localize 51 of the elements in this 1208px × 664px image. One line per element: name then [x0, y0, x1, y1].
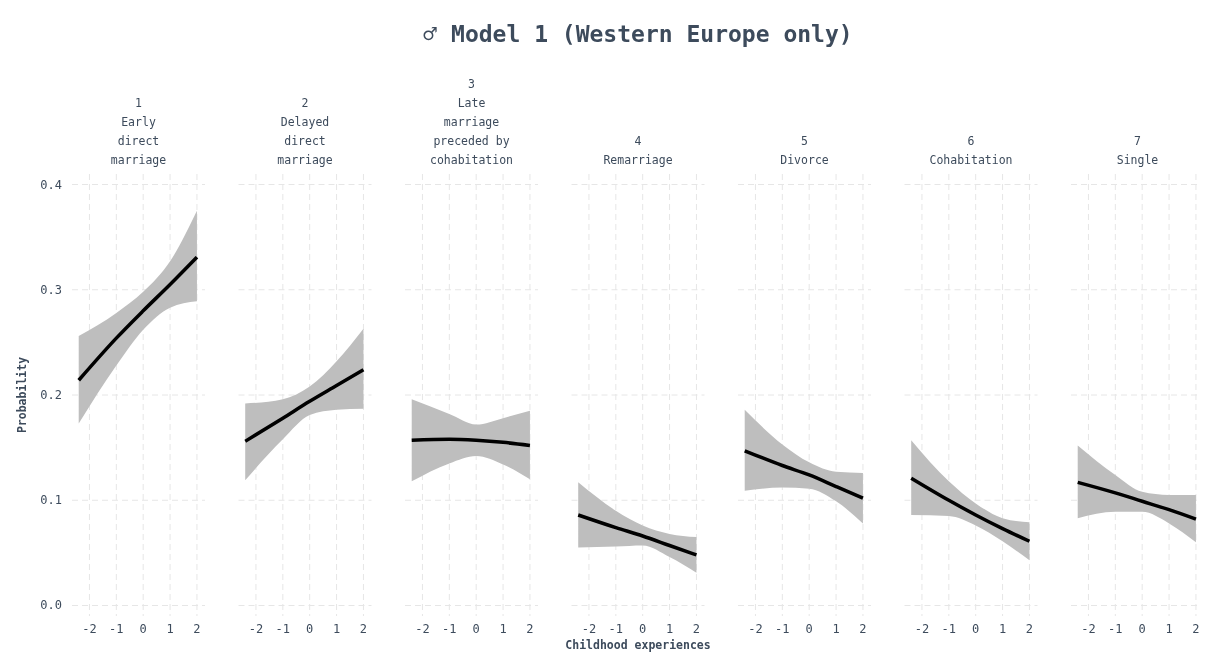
- x-tick-label: 2: [859, 622, 867, 636]
- x-tick-label: -2: [248, 622, 264, 636]
- x-tick-label: 2: [692, 622, 701, 636]
- x-axis-title: Childhood experiences: [565, 638, 711, 652]
- x-tick-label: 0: [1138, 622, 1146, 636]
- x-tick-label: -2: [581, 622, 597, 636]
- x-tick-label: -2: [914, 622, 930, 636]
- y-tick-label: 0.0: [40, 598, 62, 613]
- x-tick-label: 0: [805, 622, 813, 636]
- x-tick-label: 1: [166, 622, 174, 636]
- y-tick-label: 0.2: [40, 388, 62, 402]
- chart-subtitle: 2 Delayed direct marriage: [277, 96, 333, 167]
- x-tick-label: 1: [832, 622, 840, 636]
- x-tick-label: -1: [608, 622, 624, 636]
- x-tick-label: 0: [639, 622, 647, 636]
- y-tick-label: 0.4: [40, 177, 62, 192]
- chart-title: ♂ Model 1 (Western Europe only): [423, 21, 853, 47]
- x-tick-label: 1: [998, 622, 1007, 636]
- chart-subtitle: 6 Cohabitation: [929, 134, 1013, 167]
- y-axis-title: Probability: [15, 356, 29, 434]
- x-tick-label: -2: [415, 622, 430, 636]
- x-tick-label: -2: [82, 622, 97, 636]
- x-tick-label: -1: [275, 622, 291, 636]
- x-tick-label: 1: [665, 622, 674, 636]
- x-tick-label: 2: [1192, 622, 1200, 636]
- x-tick-label: -1: [775, 622, 790, 636]
- chart-subtitle: 7 Single: [1116, 134, 1159, 167]
- x-tick-label: -1: [941, 622, 957, 636]
- x-tick-label: -1: [109, 622, 124, 636]
- x-tick-label: -2: [748, 622, 763, 636]
- x-tick-label: 0: [972, 622, 980, 636]
- x-tick-label: 0: [139, 622, 147, 636]
- x-tick-label: 0: [306, 622, 314, 636]
- y-tick-label: 0.3: [40, 282, 62, 297]
- x-tick-label: 1: [499, 622, 507, 636]
- x-tick-label: 1: [332, 622, 341, 636]
- x-tick-label: -2: [1081, 622, 1096, 636]
- x-tick-label: -1: [1108, 622, 1123, 636]
- x-tick-label: 2: [193, 622, 201, 636]
- x-tick-label: 0: [472, 622, 480, 636]
- chart-subtitle: 1 Early direct marriage: [110, 96, 167, 167]
- line-series: [76, 255, 199, 383]
- chart-subtitle: 4 Remarriage: [603, 134, 673, 167]
- x-tick-label: 2: [359, 622, 368, 636]
- y-tick-label: 0.1: [40, 493, 62, 508]
- chart-subtitle: 5 Divorce: [780, 134, 829, 167]
- chart-subtitle: 3 Late marriage preceded by cohabitation: [429, 77, 514, 167]
- x-tick-label: 1: [1165, 622, 1173, 636]
- x-tick-label: 2: [526, 622, 534, 636]
- x-tick-label: -1: [442, 622, 457, 636]
- x-tick-label: 2: [1025, 622, 1034, 636]
